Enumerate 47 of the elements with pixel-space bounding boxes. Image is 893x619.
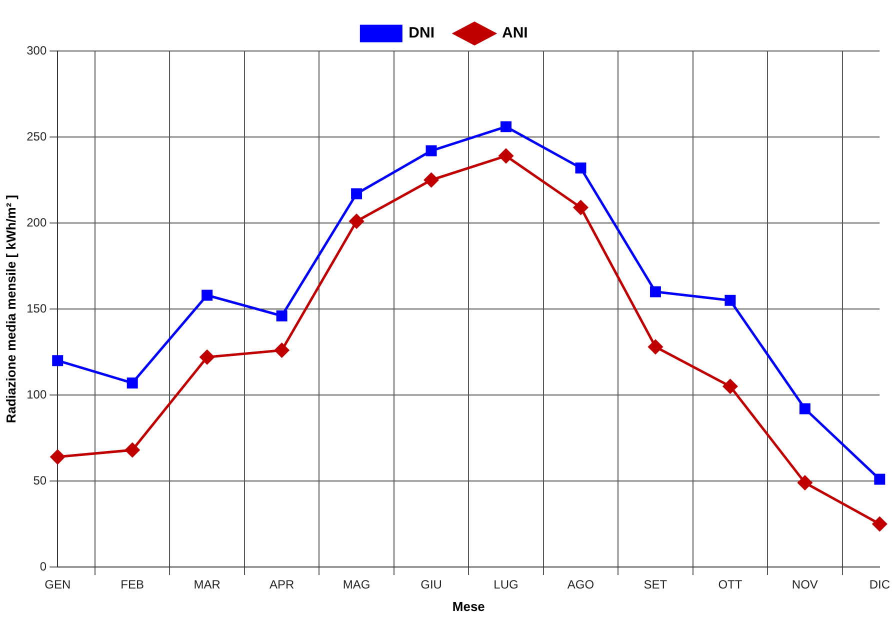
point [126, 377, 138, 388]
y-tick-label: 0 [40, 559, 47, 574]
point [424, 172, 439, 188]
point [52, 355, 64, 366]
point [351, 188, 362, 200]
point [202, 290, 213, 301]
point [50, 450, 65, 464]
point [349, 214, 364, 229]
x-tick-label: MAR [194, 578, 221, 592]
point [500, 121, 512, 132]
y-tick-label: 100 [26, 387, 47, 402]
x-tick-label: NOV [792, 578, 818, 592]
y-tick-label: 300 [26, 43, 47, 58]
point [872, 516, 887, 532]
point [575, 162, 586, 174]
y-tick-label: 250 [26, 129, 47, 144]
x-axis-title: Mese [452, 598, 485, 614]
point [498, 148, 514, 164]
x-tick-label: DIC [869, 578, 890, 592]
point [650, 286, 661, 298]
y-tick-label: 50 [33, 473, 47, 488]
point [798, 475, 812, 490]
point [722, 379, 738, 394]
point [200, 350, 214, 364]
x-tick-label: APR [269, 578, 294, 592]
y-tick-label: 200 [26, 215, 47, 230]
y-tick-label: 150 [26, 301, 47, 316]
legend-label: DNI [408, 24, 435, 42]
x-tick-label: SET [644, 578, 668, 592]
y-axis-title: Radiazione media mensile [ kWh/m² ] [3, 194, 18, 424]
x-tick-label: AGO [567, 578, 594, 592]
point [426, 145, 437, 156]
x-tick-label: LUG [494, 578, 518, 592]
x-tick-label: MAG [342, 578, 370, 592]
point [724, 294, 736, 306]
point [874, 474, 886, 485]
legend-label: ANI [502, 24, 528, 42]
point [573, 200, 588, 215]
point [125, 442, 140, 458]
x-tick-label: FEB [120, 578, 144, 592]
point [274, 343, 290, 358]
point [276, 310, 288, 322]
x-tick-label: GIU [420, 578, 442, 592]
point [648, 340, 663, 354]
x-tick-label: OTT [718, 578, 743, 592]
x-tick-label: GEN [44, 578, 71, 592]
point [799, 403, 810, 414]
